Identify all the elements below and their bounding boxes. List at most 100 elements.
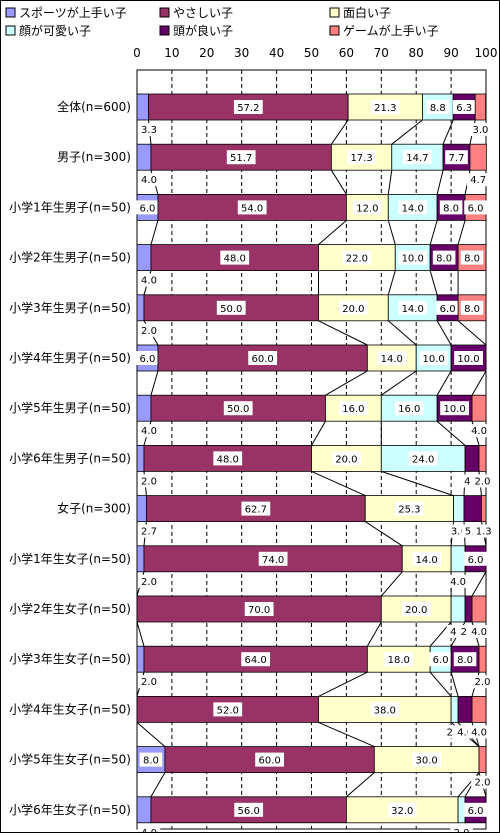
data-label: 4.0 (471, 426, 487, 437)
series-line (391, 119, 423, 145)
series-line (457, 320, 487, 346)
data-label-bg (453, 652, 477, 667)
data-label-bg (338, 300, 368, 315)
data-label: 38.0 (374, 705, 396, 716)
legend-label: ゲームが上手い子 (343, 23, 439, 38)
data-label-bg (426, 100, 450, 114)
category-label: 小学1年生男子(n=50) (9, 199, 131, 214)
data-label-bg (471, 775, 494, 789)
category-label: 小学1年生女子(n=50) (9, 551, 131, 566)
legend-label: 頭が良い子 (173, 23, 233, 38)
data-label-bg (136, 200, 159, 215)
data-label-bg (471, 675, 494, 689)
category-label: 女子(n=300) (57, 501, 131, 516)
data-label: 4.0 (457, 727, 473, 738)
data-label-bg (446, 574, 470, 588)
series-line (429, 671, 452, 697)
data-label: 4.0 (141, 276, 157, 287)
data-label: 14.0 (381, 354, 403, 365)
series-line (150, 370, 159, 396)
data-label-bg (255, 752, 285, 767)
bar-segment (469, 143, 487, 171)
data-label-bg (137, 123, 161, 136)
data-label: 2.0 (141, 577, 157, 588)
data-label-bg (467, 625, 491, 638)
data-label: 24.0 (412, 454, 434, 465)
data-label-bg (464, 551, 487, 566)
series-line (387, 320, 417, 346)
data-label: 54.0 (241, 203, 263, 214)
data-label: 7.7 (449, 153, 465, 164)
series-line (325, 370, 368, 396)
data-label: 17.3 (350, 153, 372, 164)
data-label-bg (370, 702, 400, 717)
category-label: 小学4年生男子(n=50) (9, 350, 131, 365)
data-label: 6.0 (468, 806, 484, 817)
legend-label: やさしい子 (173, 6, 233, 20)
data-label: 4.0 (141, 426, 157, 437)
series-line (471, 370, 487, 396)
data-label-bg (467, 725, 491, 739)
data-label: 3.3 (141, 125, 157, 136)
data-label: 4.0 (141, 175, 157, 186)
data-label: 74.0 (262, 555, 284, 566)
series-line (436, 420, 466, 446)
data-label: 25.3 (398, 505, 420, 516)
category-label: 男子(n=300) (57, 150, 131, 164)
series-line (311, 420, 326, 446)
data-label-bg (213, 702, 243, 717)
data-label-bg (440, 401, 469, 416)
series-line (471, 571, 487, 597)
category-label: 小学3年生女子(n=50) (9, 651, 131, 666)
data-label: 48.0 (224, 254, 246, 265)
data-label: 8.0 (443, 203, 459, 214)
data-label: 22.0 (346, 254, 368, 265)
category-label: 小学3年生男子(n=50) (9, 300, 131, 315)
series-line (436, 170, 444, 195)
legend-swatch (5, 7, 16, 18)
series-line (150, 220, 159, 245)
data-label: 6.0 (433, 655, 449, 666)
data-label-bg (244, 602, 274, 616)
data-label: 18.0 (388, 655, 410, 666)
data-label-bg (439, 200, 463, 215)
data-label: 10.0 (457, 354, 479, 365)
series-line (136, 722, 166, 747)
data-label-bg (398, 200, 428, 215)
series-line (442, 119, 454, 145)
data-label-bg (332, 451, 361, 466)
data-label: 62.7 (245, 505, 267, 516)
data-label: 56.0 (238, 806, 260, 817)
series-line (457, 220, 466, 245)
data-label-bg (216, 300, 246, 315)
data-label-bg (137, 474, 161, 488)
data-label-bg (467, 424, 491, 438)
data-label-bg (220, 250, 250, 265)
legend-swatch (329, 7, 340, 18)
category-label: 小学4年生女子(n=50) (9, 701, 131, 716)
series-line (381, 370, 417, 396)
bar-segment (478, 645, 487, 673)
data-label-bg (258, 551, 288, 566)
data-label: 3.0 (472, 125, 488, 136)
x-tick-label: 70 (374, 46, 389, 60)
data-label-bg (398, 300, 428, 315)
legend-swatch (5, 25, 16, 36)
data-label: 64.0 (245, 655, 267, 666)
legend-swatch (329, 25, 340, 36)
category-label: 小学6年生女子(n=50) (9, 802, 131, 817)
data-label-bg (464, 200, 487, 215)
data-label: 51.7 (230, 153, 252, 164)
data-label-bg (452, 100, 476, 114)
data-label-bg (248, 351, 278, 365)
x-tick-label: 60 (339, 46, 354, 60)
category-label: 小学5年生女子(n=50) (9, 752, 131, 767)
data-label-bg (139, 752, 163, 767)
data-label-bg (338, 401, 368, 416)
data-label: 8.8 (430, 103, 446, 114)
x-tick-label: 20 (199, 46, 214, 60)
data-label: 14.7 (406, 153, 428, 164)
data-label-bg (464, 802, 487, 817)
